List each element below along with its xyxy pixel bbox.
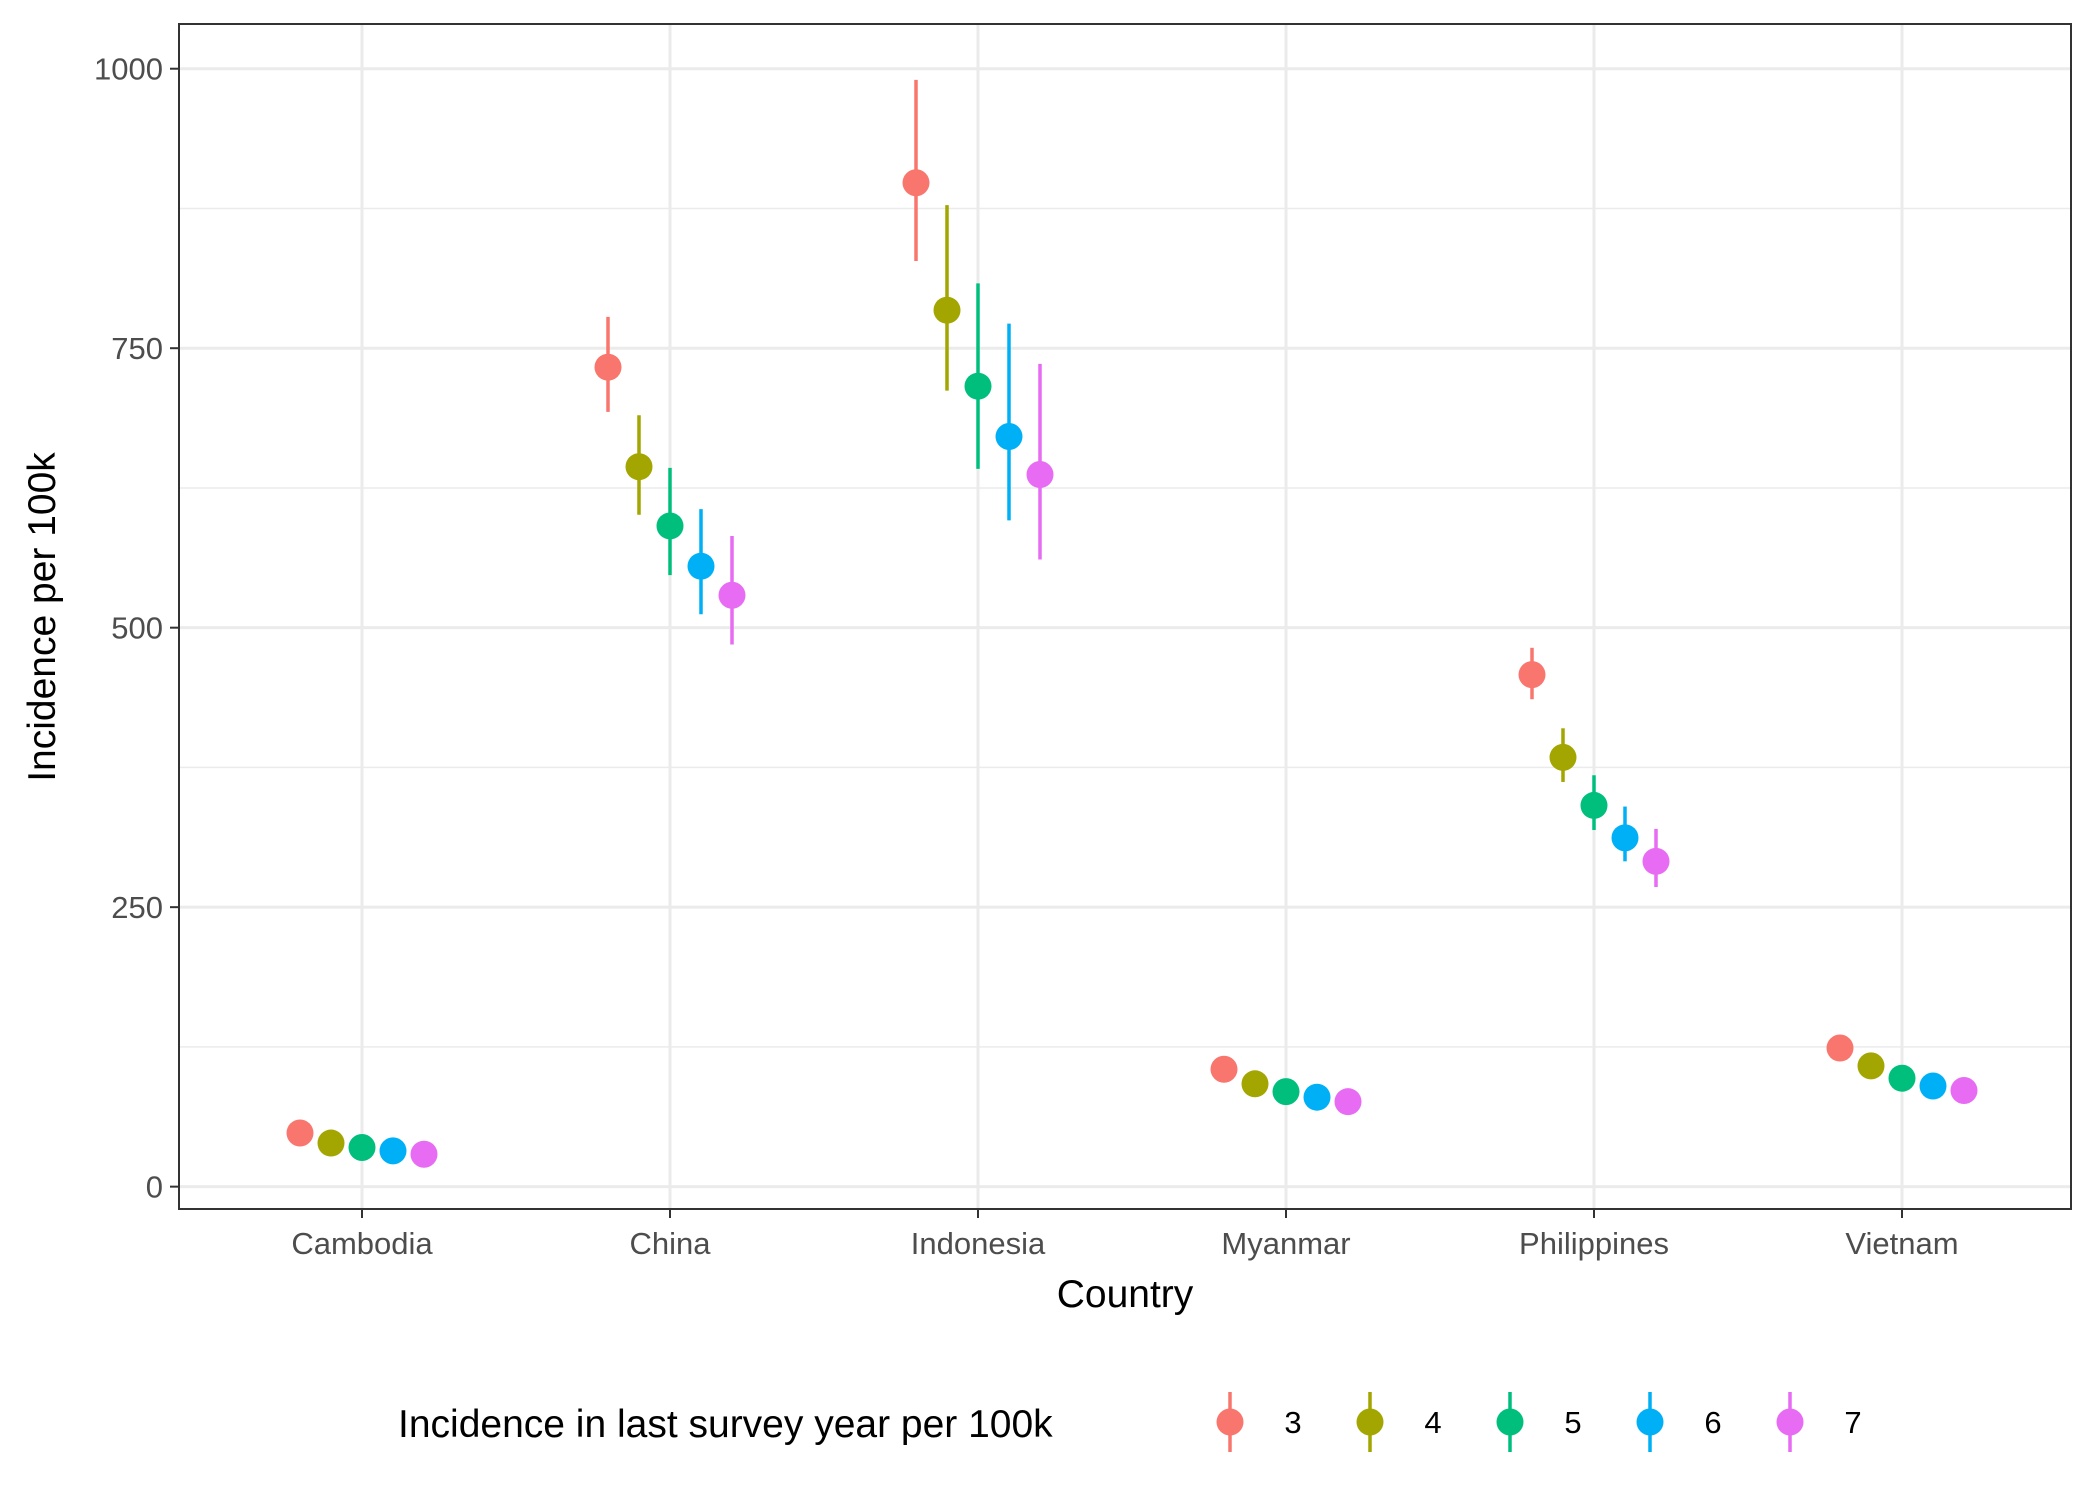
x-tick-label: Vietnam	[1845, 1226, 1958, 1261]
data-point	[594, 353, 622, 381]
data-point	[1857, 1052, 1885, 1080]
legend-key-point	[1496, 1408, 1524, 1436]
y-tick-label: 250	[111, 890, 163, 925]
legend-label: 3	[1284, 1405, 1301, 1440]
legend: Incidence in last survey year per 100k 3…	[398, 1392, 1862, 1452]
y-axis: 0 250 500 750 1000	[94, 52, 179, 1205]
data-point	[348, 1134, 376, 1162]
legend-label: 4	[1424, 1405, 1441, 1440]
grid-major	[179, 24, 2071, 1209]
data-point	[1272, 1078, 1300, 1106]
data-point	[1549, 743, 1577, 771]
data-point	[1210, 1055, 1238, 1083]
data-point	[625, 453, 653, 481]
data-point	[1888, 1064, 1916, 1092]
data-point	[286, 1119, 314, 1147]
data-point	[933, 296, 961, 324]
data-point	[317, 1129, 345, 1157]
x-tick-label: China	[630, 1226, 712, 1261]
data-point	[1026, 461, 1054, 489]
data-point	[1241, 1070, 1269, 1098]
data-point	[1334, 1088, 1362, 1116]
plot-panel-border	[178, 23, 2072, 1210]
x-tick-label: Myanmar	[1221, 1226, 1350, 1261]
y-tick-label: 750	[111, 331, 163, 366]
x-tick-label: Cambodia	[291, 1226, 433, 1261]
x-axis-title: Country	[1057, 1273, 1194, 1316]
x-tick-label: Philippines	[1519, 1226, 1669, 1261]
data-point	[1826, 1034, 1854, 1062]
data-point	[718, 581, 746, 609]
y-tick-label: 500	[111, 611, 163, 646]
legend-title: Incidence in last survey year per 100k	[398, 1403, 1053, 1446]
legend-label: 5	[1564, 1405, 1581, 1440]
data-point	[1580, 791, 1608, 819]
data-point	[995, 423, 1023, 451]
data-point	[1518, 661, 1546, 689]
data-point	[687, 552, 715, 580]
y-axis-title: Incidence per 100k	[21, 452, 64, 782]
legend-key-point	[1636, 1408, 1664, 1436]
data-point	[1611, 824, 1639, 852]
legend-key-point	[1216, 1408, 1244, 1436]
data-point	[410, 1140, 438, 1168]
data-point	[656, 512, 684, 540]
data-point	[1919, 1072, 1947, 1100]
grid-minor	[179, 207, 2071, 1048]
data-point	[964, 372, 992, 400]
x-tick-label: Indonesia	[911, 1226, 1046, 1261]
data-point	[902, 169, 930, 197]
legend-key-point	[1776, 1408, 1804, 1436]
legend-key-point	[1356, 1408, 1384, 1436]
data-point	[1950, 1077, 1978, 1104]
data-point	[379, 1137, 407, 1165]
legend-label: 7	[1844, 1405, 1861, 1440]
y-tick-label: 1000	[94, 52, 163, 87]
data-marks	[286, 79, 1978, 1168]
data-point	[1642, 847, 1670, 875]
x-axis: Cambodia China Indonesia Myanmar Philippines…	[291, 1209, 1959, 1261]
legend-label: 6	[1704, 1405, 1721, 1440]
data-point	[1303, 1083, 1331, 1111]
y-tick-label: 0	[146, 1170, 163, 1205]
